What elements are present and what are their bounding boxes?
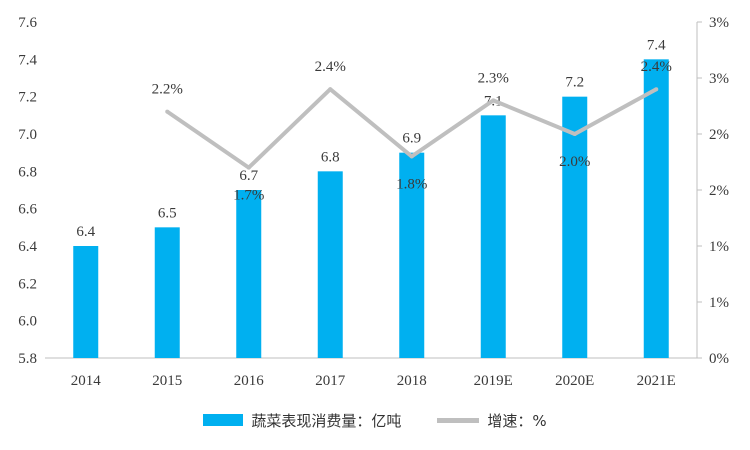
bar-value-label: 7.2: [565, 75, 584, 91]
y-left-tick-label: 6.0: [18, 314, 37, 330]
bar-value-label: 6.8: [321, 149, 340, 165]
legend-label-bar: 蔬菜表现消费量：亿吨: [251, 411, 402, 430]
x-tick-label: 2019E: [474, 373, 513, 389]
y-right-tick-label: 3%: [709, 71, 729, 87]
y-left-tick-label: 6.2: [18, 276, 37, 292]
legend-label-line: 增速：%: [487, 411, 547, 430]
line-point: [246, 165, 251, 170]
bar: [399, 152, 425, 358]
line-point: [572, 132, 577, 136]
x-tick-label: 2015: [152, 373, 182, 389]
bar-value-label: 6.5: [158, 205, 177, 221]
line-point: [491, 98, 496, 103]
line-value-label: 2.4%: [315, 59, 346, 75]
y-left-tick-label: 7.6: [18, 15, 37, 31]
bar: [562, 96, 588, 359]
y-left-tick-label: 6.8: [18, 164, 37, 180]
legend: 蔬菜表现消费量：亿吨 增速：%: [0, 405, 750, 435]
y-left-tick-label: 5.8: [18, 351, 37, 367]
line-point: [654, 87, 659, 92]
legend-swatch-bar: [203, 414, 244, 426]
combo-chart: 5.8 6.0 6.2 6.4 6.6 6.8 7.0 7.2 7.4 7.6 0% 1% 1% 2% 2%…: [18, 15, 729, 389]
y-left-tick-label: 7.0: [18, 127, 37, 143]
legend-swatch-line: [437, 417, 480, 423]
y-right-tick-label: 0%: [709, 351, 729, 367]
line-point: [165, 109, 170, 114]
x-tick-label: 2018: [397, 373, 427, 389]
bar: [643, 59, 669, 358]
y-left-tick-label: 7.2: [18, 90, 37, 106]
line-point: [409, 154, 414, 159]
x-tick-label: 2014: [71, 373, 102, 389]
bar-value-label: 6.9: [402, 131, 421, 147]
y-left-tick-label: 6.4: [18, 239, 37, 255]
y-right-tick-label: 1%: [709, 295, 729, 311]
x-tick-label: 2020E: [555, 373, 594, 389]
line-value-label: 1.8%: [396, 176, 427, 192]
x-tick-label: 2021E: [637, 373, 676, 389]
line-point: [328, 87, 333, 92]
bar-value-label: 6.4: [76, 224, 95, 240]
y-left-tick-label: 7.4: [18, 52, 37, 68]
y-right-tick-label: 2%: [709, 183, 729, 199]
bar: [317, 171, 343, 358]
bar: [236, 190, 262, 358]
line-value-label: 1.7%: [233, 188, 264, 204]
line-value-label: 2.2%: [152, 82, 183, 98]
bar: [480, 115, 506, 358]
bar: [154, 227, 180, 358]
bar: [73, 246, 99, 358]
line-value-label: 2.4%: [641, 59, 672, 75]
line-value-label: 2.0%: [559, 154, 590, 170]
line-value-label: 2.3%: [478, 70, 509, 86]
y-left-tick-label: 6.6: [18, 202, 37, 218]
legend-item-line: 增速：%: [437, 410, 547, 431]
y-right-tick-label: 3%: [709, 15, 729, 31]
x-tick-label: 2017: [315, 373, 346, 389]
y-right-tick-label: 1%: [709, 239, 729, 255]
bar-value-label: 7.4: [647, 37, 666, 53]
bar-value-label: 6.7: [239, 168, 258, 184]
y-right-tick-label: 2%: [709, 127, 729, 143]
x-tick-label: 2016: [234, 373, 265, 389]
legend-item-bar: 蔬菜表现消费量：亿吨: [203, 410, 401, 431]
